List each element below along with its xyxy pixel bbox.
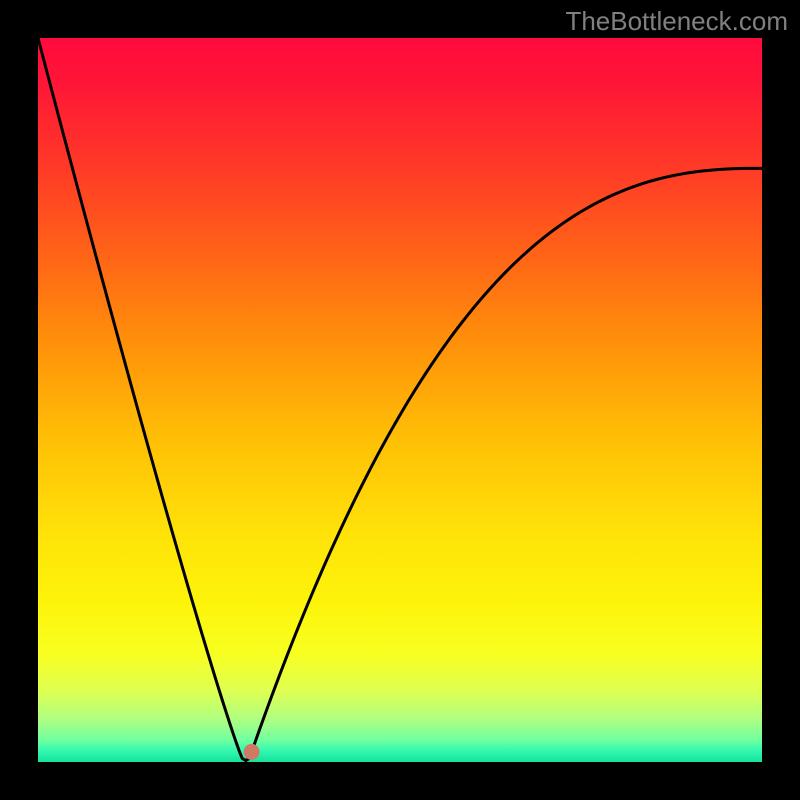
chart-svg (0, 0, 800, 800)
chart-container: TheBottleneck.com (0, 0, 800, 800)
bottleneck-curve (38, 38, 762, 761)
minimum-marker (244, 744, 260, 760)
watermark-text: TheBottleneck.com (565, 6, 788, 37)
